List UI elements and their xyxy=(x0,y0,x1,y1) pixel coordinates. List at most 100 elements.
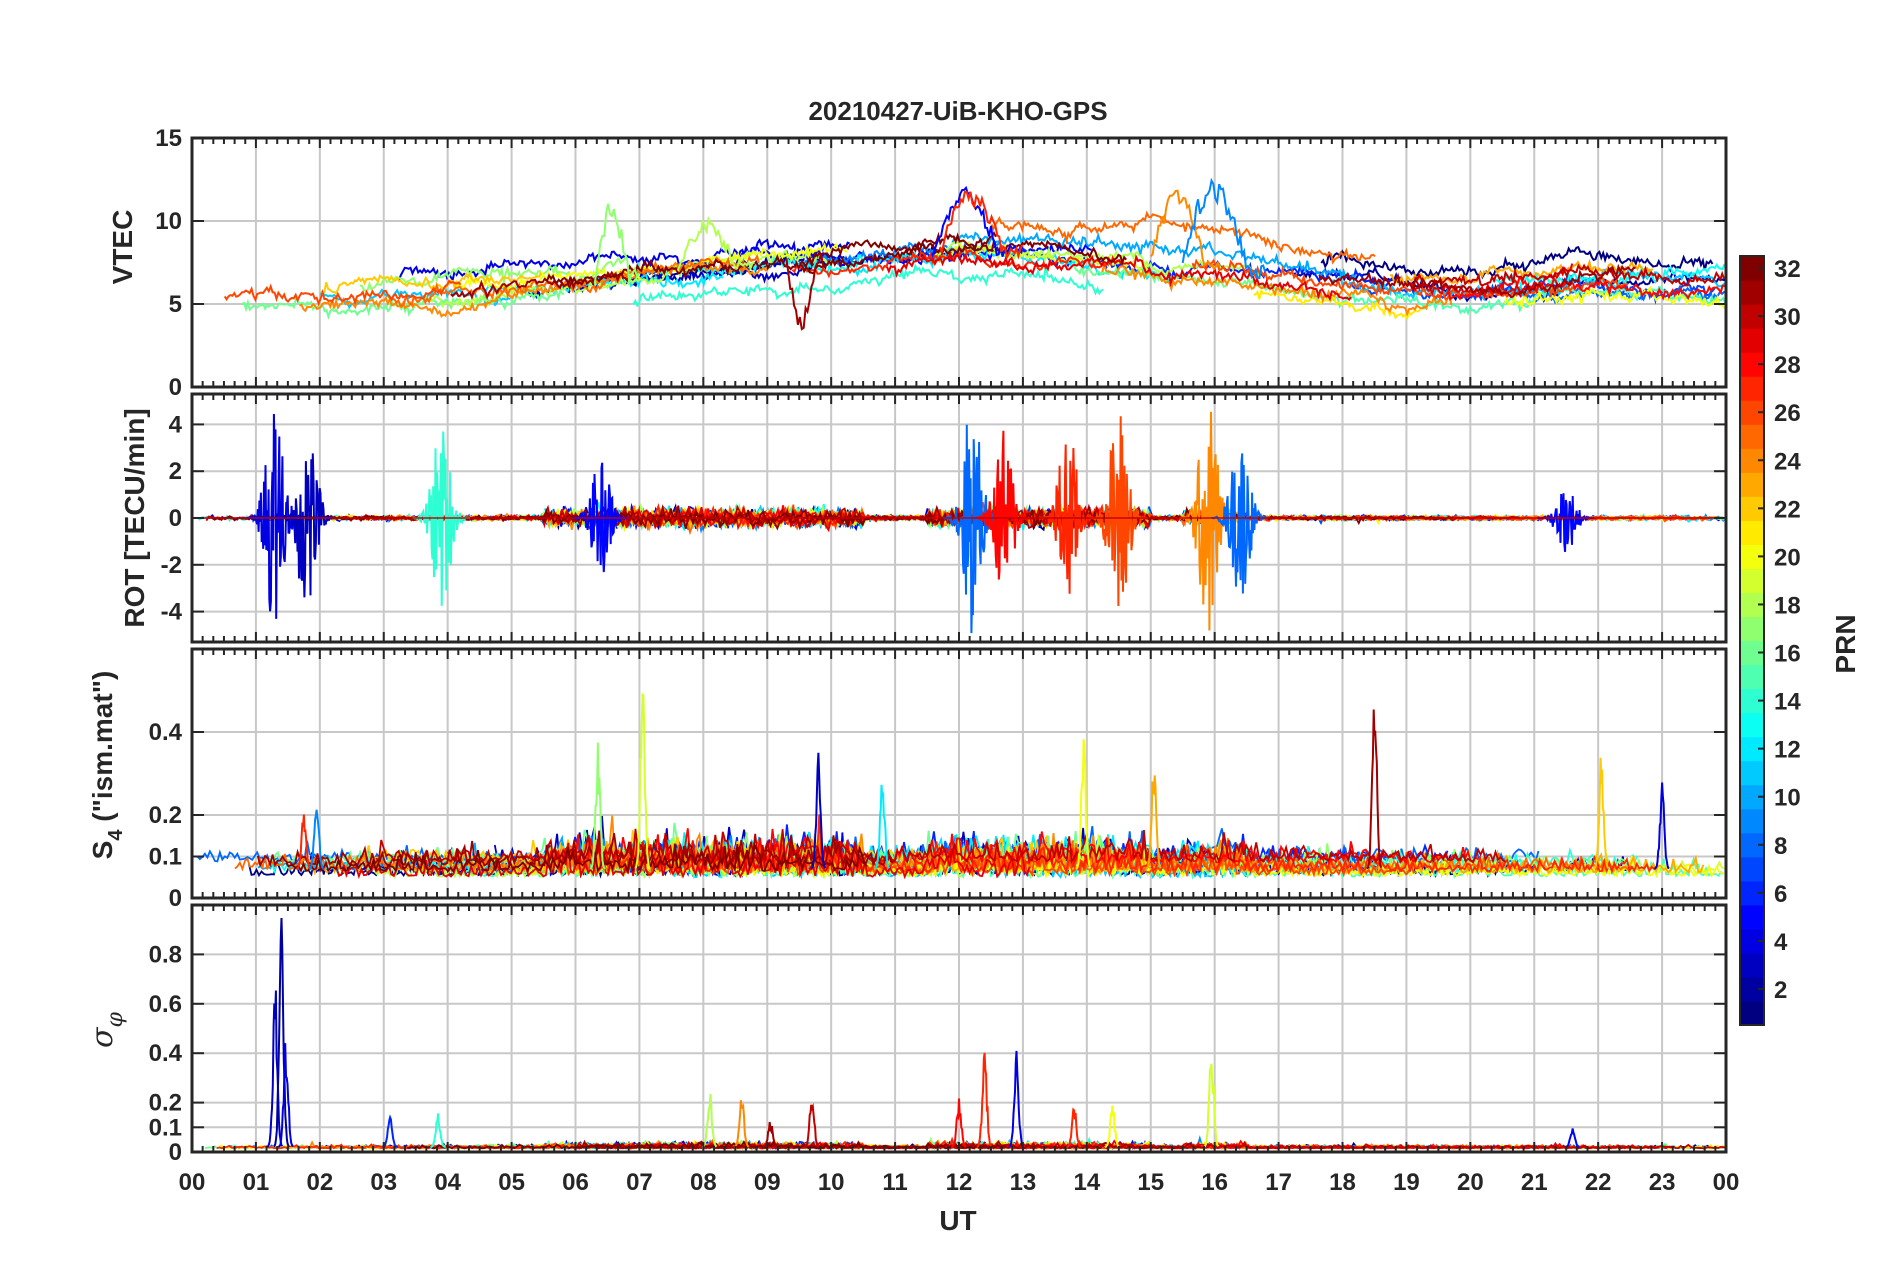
sigma-phi-ytick-label: 0.2 xyxy=(149,1090,182,1117)
colorbar-swatch xyxy=(1740,616,1764,642)
vtec-highlight-prn-17 xyxy=(593,203,640,284)
vtec-line-prn-26 xyxy=(1191,258,1629,301)
s4-ylabel-rest: ("ism.mat") xyxy=(87,671,118,830)
x-tick-label: 23 xyxy=(1649,1169,1676,1196)
s4-ytick-label: 0.2 xyxy=(149,802,182,829)
colorbar-tick-label: 8 xyxy=(1774,833,1787,860)
sigma-phi-ytick-label: 0.1 xyxy=(149,1114,182,1141)
vtec-line-prn-29 xyxy=(886,250,1352,302)
x-tick-label: 02 xyxy=(306,1169,333,1196)
colorbar-tick-label: 10 xyxy=(1774,785,1801,812)
sigma-phi-ytick-label: 0.6 xyxy=(149,991,182,1018)
sigma-phi-burst-1.3 xyxy=(266,990,283,1148)
sigma-phi-ytick-labels: 00.10.2 0.4 0.6 0.8 xyxy=(149,941,183,1166)
rot-ytick-label: 4 xyxy=(169,411,183,438)
rot-ylabel: ROT [TECU/min] xyxy=(119,408,150,627)
colorbar-tick-label: 30 xyxy=(1774,304,1801,331)
vtec-highlight-prn-18 xyxy=(676,215,755,272)
s4-burst-18.5 xyxy=(1366,709,1383,870)
rot-burst-12.7 xyxy=(974,430,1032,580)
vtec-highlight-prn-31 xyxy=(785,253,826,331)
colorbar-swatch xyxy=(1740,472,1764,497)
s4-burst-23 xyxy=(1654,782,1670,870)
s4-burst-1.95 xyxy=(308,809,325,870)
colorbar-swatch xyxy=(1740,760,1764,786)
sigma-phi-tick-marks xyxy=(191,905,1727,1153)
sigma-phi-ylabel-sub: φ xyxy=(103,1011,128,1027)
x-axis-label: UT xyxy=(939,1205,976,1236)
rot-burst-6.4 xyxy=(572,462,631,573)
vtec-line-prn-22 xyxy=(320,271,542,295)
vtec-line-prn-23 xyxy=(1390,258,1654,288)
vtec-line-prn-17 xyxy=(359,255,628,293)
vtec-line-prn-20 xyxy=(1503,286,1726,310)
vtec-series xyxy=(223,177,1726,331)
sigma-phi-ytick-label: 0.8 xyxy=(149,941,182,968)
vtec-line-prn-4 xyxy=(398,238,850,283)
x-tick-label: 01 xyxy=(243,1169,270,1196)
x-tick-label: 03 xyxy=(370,1169,397,1196)
x-tick-label: 00 xyxy=(1713,1169,1740,1196)
sigma-phi-burst-8.1 xyxy=(701,1093,718,1148)
colorbar-swatch xyxy=(1740,568,1764,594)
rot-burst-16.4 xyxy=(1211,453,1269,594)
x-tick-label: 16 xyxy=(1201,1169,1228,1196)
panel-vtec: 0 5 10 15 VTEC xyxy=(107,125,1728,401)
sigma-phi-burst-15.95 xyxy=(1203,1063,1220,1148)
vtec-tick-marks xyxy=(191,137,1727,388)
x-tick-label: 07 xyxy=(626,1169,653,1196)
rot-series-clipped xyxy=(192,411,1726,634)
colorbar-swatch xyxy=(1740,328,1764,353)
colorbar-swatches xyxy=(1740,256,1764,1026)
s4-ytick-label: 0.4 xyxy=(149,719,183,746)
colorbar-swatch xyxy=(1740,376,1764,401)
x-tick-label: 19 xyxy=(1393,1169,1420,1196)
sigma-phi-burst-21.6 xyxy=(1564,1128,1580,1148)
vtec-ytick-label: 10 xyxy=(155,208,182,235)
x-tick-label: 00 xyxy=(179,1169,206,1196)
s4-burst-1.75 xyxy=(295,814,312,870)
sigma-phi-ylabel: σφ xyxy=(85,1011,128,1047)
vtec-line-prn-24 xyxy=(1101,261,1453,317)
chart-title: 20210427-UiB-KHO-GPS xyxy=(808,96,1107,126)
colorbar-swatch xyxy=(1740,904,1764,930)
vtec-line-prn-1 xyxy=(1320,246,1714,280)
vtec-ylabel: VTEC xyxy=(107,210,138,285)
colorbar-tick-label: 12 xyxy=(1774,737,1801,764)
panel-s4: 0 0.1 0.2 0.4 S4 ("ism.mat") xyxy=(87,647,1728,912)
colorbar-tick-label: 2 xyxy=(1774,977,1787,1004)
s4-line-prn-29 xyxy=(335,842,1031,880)
sigma-phi-burst-8.6 xyxy=(733,1100,750,1148)
vtec-line-prn-28 xyxy=(1445,276,1725,301)
vtec-ytick-label: 5 xyxy=(169,291,182,318)
sigma-phi-burst-12.9 xyxy=(1008,1050,1025,1148)
colorbar-tick-label: 6 xyxy=(1774,881,1787,908)
vtec-highlight-prn-24 xyxy=(1150,189,1221,272)
panel-sigma-phi: 00.10.2 0.4 0.6 0.8 σφ xyxy=(85,903,1728,1166)
sigma-phi-burst-13.8 xyxy=(1066,1107,1082,1148)
vtec-line-prn-13 xyxy=(1493,262,1726,290)
colorbar-tick-label: 14 xyxy=(1774,689,1801,716)
sigma-phi-burst-9.7 xyxy=(804,1102,820,1148)
sigma-phi-burst-9.05 xyxy=(762,1121,778,1148)
s4-line-prn-32 xyxy=(285,842,868,875)
colorbar-tick-label: 28 xyxy=(1774,352,1801,379)
panel-rot: -4 -2 0 2 4 ROT [TECU/min] xyxy=(119,392,1728,644)
rot-burst-1.8 xyxy=(278,453,336,598)
sigma-phi-burst-14.4 xyxy=(1104,1105,1120,1148)
colorbar-swatch xyxy=(1740,712,1764,738)
vtec-ytick-labels: 0 5 10 15 xyxy=(155,125,182,401)
sigma-phi-burst-3.1 xyxy=(382,1114,398,1148)
x-tick-label: 11 xyxy=(882,1169,907,1196)
sigma-phi-ytick-label: 0.4 xyxy=(149,1040,183,1067)
rot-ytick-label: 2 xyxy=(169,458,182,485)
s4-burst-15.05 xyxy=(1145,775,1162,870)
x-tick-label: 14 xyxy=(1073,1169,1100,1196)
colorbar-swatch xyxy=(1740,856,1764,882)
sigma-phi-ytick-label: 0 xyxy=(169,1139,182,1166)
s4-burst-13.95 xyxy=(1075,739,1092,870)
rot-ytick-labels: -4 -2 0 2 4 xyxy=(161,411,183,625)
